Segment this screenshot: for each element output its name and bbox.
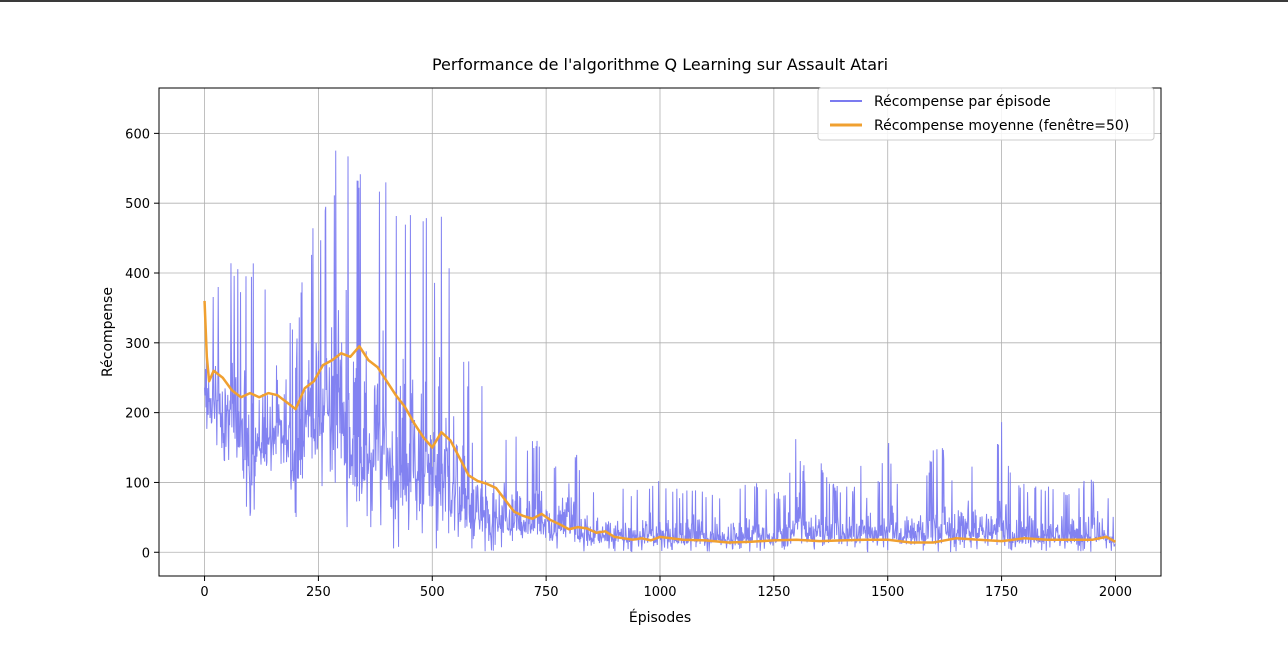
x-tick-label: 1250 [757,585,790,600]
legend-box [817,87,1155,141]
x-tick-label: 1500 [871,585,904,600]
chart-title: Performance de l'algorithme Q Learning s… [432,55,888,74]
series-reward-line [204,150,1116,553]
x-tick-label: 0 [200,585,208,600]
y-tick-label: 400 [125,267,150,282]
ticks: 0 250 500 750 1000 1250 1500 1750 2000 0 100 200 300… [125,127,1132,600]
y-tick-label: 300 [125,337,150,352]
x-tick-label: 2000 [1099,585,1132,600]
x-tick-label: 500 [420,585,445,600]
y-tick-label: 600 [125,127,150,142]
x-tick-label: 1750 [985,585,1018,600]
y-tick-label: 500 [125,197,150,212]
x-tick-label: 750 [534,585,559,600]
y-tick-label: 200 [125,407,150,422]
y-axis-label: Récompense [100,287,116,377]
y-tick-label: 100 [125,476,150,491]
series-mean-line [203,300,1117,544]
y-tick-label: 0 [142,546,150,561]
x-tick-label: 250 [306,585,331,600]
legend: Récompense par épisode Récompense moyenn… [817,87,1155,141]
window-top-border [0,0,1288,2]
legend-label-mean: Récompense moyenne (fenêtre=50) [874,118,1129,134]
legend-label-reward: Récompense par épisode [874,94,1051,110]
x-tick-label: 1000 [643,585,676,600]
series-layer [203,150,1117,553]
x-axis-label: Épisodes [629,609,691,626]
